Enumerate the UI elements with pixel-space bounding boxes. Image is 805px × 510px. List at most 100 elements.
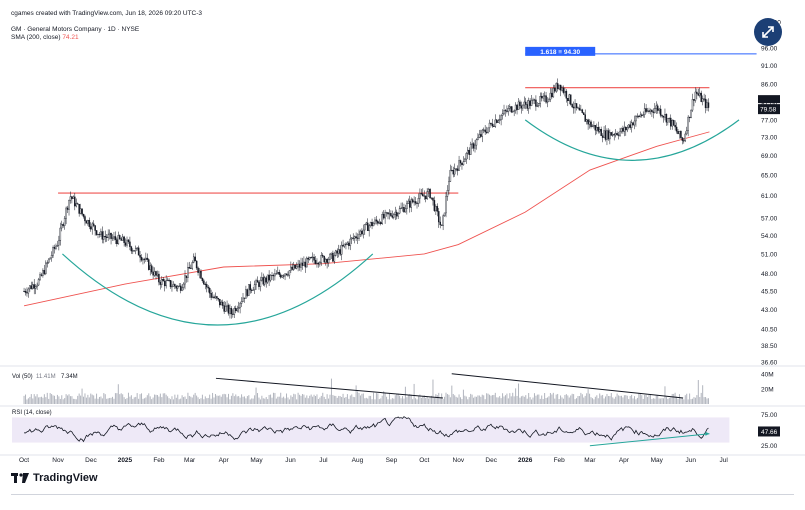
volume-bar xyxy=(354,397,356,404)
candle-body xyxy=(92,223,95,226)
time-axis-tick-label: 2026 xyxy=(518,457,533,464)
volume-bar xyxy=(203,399,205,404)
candle-body xyxy=(694,91,697,101)
candle-body xyxy=(210,293,212,298)
candle-body xyxy=(659,108,662,116)
volume-bar xyxy=(613,398,615,404)
candle-body xyxy=(558,84,560,90)
volume-bar xyxy=(699,397,701,404)
fib-label-box xyxy=(525,46,596,56)
volume-bar xyxy=(216,395,218,404)
volume-bar xyxy=(473,397,475,404)
candle-body xyxy=(693,99,695,101)
volume-bar xyxy=(322,392,324,404)
volume-bar xyxy=(549,392,551,404)
volume-bar xyxy=(539,398,541,404)
sma-legend-value: 74.21 xyxy=(62,34,79,41)
volume-bar xyxy=(570,395,572,404)
candle-body xyxy=(629,124,631,128)
candle-body xyxy=(174,284,176,287)
volume-bar xyxy=(81,388,83,404)
volume-bar xyxy=(226,397,228,404)
candle-body xyxy=(163,280,166,287)
volume-bar xyxy=(74,398,76,404)
volume-bar xyxy=(510,396,512,404)
candle-body xyxy=(525,101,527,105)
candle-body xyxy=(696,91,698,94)
candle-body xyxy=(612,134,614,136)
sma-legend: SMA (200, close) 74.21 xyxy=(11,34,79,41)
volume-bar xyxy=(351,394,353,404)
candle-body xyxy=(620,128,623,132)
volume-bar xyxy=(661,398,663,404)
candle-body xyxy=(643,108,646,115)
volume-bar xyxy=(594,396,596,404)
candle-body xyxy=(232,313,234,315)
volume-bar xyxy=(470,393,472,404)
time-axis-tick-label: Mar xyxy=(184,457,196,464)
candle-body xyxy=(159,281,162,285)
tradingview-logo-icon[interactable] xyxy=(754,18,782,46)
candle-body xyxy=(413,201,415,203)
volume-bar xyxy=(645,394,647,404)
candle-body xyxy=(423,195,426,197)
volume-bar xyxy=(235,394,237,404)
volume-bar xyxy=(590,397,592,404)
volume-bar xyxy=(438,392,440,404)
candle-body xyxy=(266,274,269,283)
candle-body xyxy=(351,237,353,240)
candle-body xyxy=(311,256,314,258)
volume-bar xyxy=(116,393,118,404)
candle-body xyxy=(137,247,140,256)
volume-bar xyxy=(149,396,151,404)
candle-body xyxy=(485,131,488,133)
volume-bar xyxy=(80,395,82,404)
candle-body xyxy=(42,270,44,276)
candle-body xyxy=(169,280,172,288)
candle-body xyxy=(471,143,473,145)
candle-body xyxy=(477,137,479,140)
candle-body xyxy=(208,287,211,294)
candle-body xyxy=(684,133,687,141)
candle-body xyxy=(117,235,120,245)
candle-body xyxy=(352,237,354,239)
volume-bar xyxy=(503,396,505,404)
volume-bar xyxy=(59,398,61,404)
volume-bar xyxy=(107,398,109,404)
candle-body xyxy=(223,305,225,312)
volume-bar xyxy=(671,393,673,404)
volume-bar xyxy=(355,385,357,404)
volume-bar xyxy=(257,393,259,404)
candle-body xyxy=(149,265,151,270)
candle-body xyxy=(648,110,650,112)
volume-bar xyxy=(317,399,319,404)
candle-body xyxy=(103,235,105,240)
candle-body xyxy=(259,279,262,287)
volume-bar xyxy=(25,394,27,404)
candle-body xyxy=(314,260,317,264)
volume-bar xyxy=(268,394,270,404)
volume-bar xyxy=(170,399,172,404)
volume-bar xyxy=(293,393,295,404)
candle-body xyxy=(326,259,328,263)
price-axis-tick-label: 65.00 xyxy=(761,173,778,180)
volume-bar xyxy=(184,396,186,404)
volume-bar xyxy=(577,396,579,404)
volume-bar xyxy=(286,393,288,404)
volume-bar xyxy=(277,396,279,404)
candle-body xyxy=(72,196,75,199)
volume-bar xyxy=(400,398,402,404)
volume-bar xyxy=(615,396,617,404)
candle-body xyxy=(339,249,341,255)
candle-body xyxy=(355,236,357,239)
volume-bar xyxy=(171,396,173,404)
candle-body xyxy=(243,297,246,299)
volume-bar xyxy=(374,399,376,404)
volume-bar xyxy=(336,397,338,404)
candle-body xyxy=(111,237,114,239)
volume-bar xyxy=(58,396,60,404)
volume-bar xyxy=(175,397,177,404)
volume-bar xyxy=(270,394,272,404)
candle-body xyxy=(506,110,508,112)
volume-bar xyxy=(48,398,50,404)
